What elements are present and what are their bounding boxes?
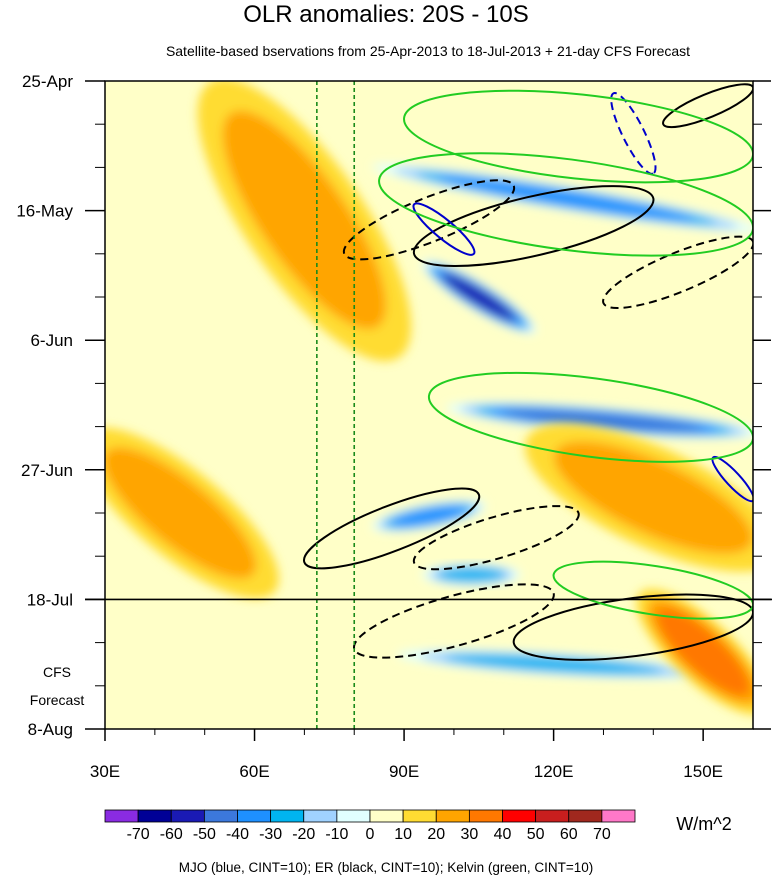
anomaly-band-3 (372, 500, 486, 532)
plot-frame (104, 80, 754, 730)
colorbar-tick-label: -40 (226, 826, 249, 843)
forecast-label-line-2: Forecast (30, 692, 85, 708)
colorbar-swatch (468, 809, 503, 823)
anomaly-band-6 (197, 81, 412, 362)
colorbar-tick-label: 40 (494, 826, 512, 843)
colorbar-tick-label: -70 (127, 826, 150, 843)
anomaly-band-1 (421, 260, 537, 334)
colorbar-swatch (336, 809, 371, 823)
colorbar-tick-label: -20 (292, 826, 315, 843)
er-contour-6 (662, 83, 753, 129)
anomaly-level (391, 506, 467, 526)
hovmoller-plot-area (105, 81, 753, 729)
y-tick-label: 18-Jul (27, 590, 73, 609)
anomaly-level (443, 274, 515, 320)
y-tick-label: 27-Jun (21, 461, 73, 480)
colorbar-tick-label: -10 (325, 826, 348, 843)
colorbar-swatch (435, 809, 470, 823)
colorbar-tick-label: 10 (394, 826, 412, 843)
contour-legend: MJO (blue, CINT=10); ER (black, CINT=10)… (179, 860, 594, 875)
y-tick-label: 25-Apr (22, 72, 73, 91)
mjo-contour-8 (412, 202, 476, 256)
colorbar-units: W/m^2 (676, 814, 731, 834)
colorbar-tick-label: 50 (527, 826, 545, 843)
y-tick-label: 6-Jun (30, 331, 73, 350)
anomaly-band-2 (446, 402, 753, 439)
colorbar-swatch (203, 809, 238, 823)
colorbar-swatch (303, 809, 338, 823)
er-contour-1 (342, 179, 516, 261)
colorbar-swatch (237, 809, 272, 823)
x-tick-label: 150E (683, 762, 723, 781)
colorbar-swatch (369, 809, 404, 823)
colorbar-swatch (104, 809, 139, 823)
colorbar-swatch (535, 809, 570, 823)
chart-subtitle: Satellite-based bservations from 25-Apr-… (166, 43, 690, 59)
x-tick-label: 60E (239, 762, 269, 781)
anomaly-band-5 (422, 563, 521, 586)
colorbar-swatch (502, 809, 537, 823)
anomaly-band-0 (372, 164, 753, 233)
anomaly-level (222, 110, 386, 329)
colorbar-tick-label: 70 (593, 826, 611, 843)
er-contour-4 (353, 583, 555, 659)
y-tick-label: 16-May (16, 202, 73, 221)
anomaly-level (554, 441, 753, 554)
colorbar-tick-label: -30 (259, 826, 282, 843)
kelvin-contour-14 (552, 560, 753, 620)
anomaly-band-8 (524, 423, 753, 572)
colorbar-tick-label: 60 (560, 826, 578, 843)
reference-lines (316, 81, 356, 729)
x-tick-label: 90E (389, 762, 419, 781)
anomaly-band-9 (636, 588, 753, 715)
anomaly-band-4 (397, 649, 710, 680)
colorbar-swatch (601, 809, 636, 823)
anomaly-shading-layer (105, 81, 753, 715)
y-axis: 25-Apr 16-May 6-Jun 27-Jun 18-Jul 8-Aug (16, 72, 771, 739)
colorbar-tick-label: -60 (160, 826, 183, 843)
colorbar-swatch (137, 809, 172, 823)
er-contour-0 (412, 185, 655, 267)
er-contour-3 (412, 505, 580, 571)
colorbar-swatch (170, 809, 205, 823)
anomaly-level (105, 447, 257, 579)
colorbar: -70 -60 -50 -40 -30 -20 -10 0 10 20 30 40 50 60 70 (104, 809, 636, 843)
forecast-label-line-1: CFS (43, 664, 71, 680)
y-tick-label: 8-Aug (28, 720, 73, 739)
colorbar-tick-label: -50 (193, 826, 216, 843)
anomaly-band-7 (105, 427, 279, 599)
chart-title: OLR anomalies: 20S - 10S (243, 1, 528, 28)
colorbar-swatch (402, 809, 437, 823)
colorbar-swatch (568, 809, 603, 823)
colorbar-tick-label: 20 (427, 826, 445, 843)
anomaly-level (656, 608, 750, 696)
colorbar-tick-label: 0 (366, 826, 375, 843)
anomaly-level (502, 409, 705, 432)
er-contour-2 (303, 487, 481, 570)
colorbar-tick-label: 30 (460, 826, 478, 843)
anomaly-level (444, 654, 664, 675)
colorbar-swatch (270, 809, 305, 823)
anomaly-level (437, 175, 695, 221)
kelvin-contour-12 (403, 89, 753, 184)
x-tick-label: 30E (90, 762, 120, 781)
anomaly-level (436, 567, 506, 582)
x-tick-label: 120E (534, 762, 574, 781)
x-axis: 30E 60E 90E 120E 150E (90, 729, 723, 781)
